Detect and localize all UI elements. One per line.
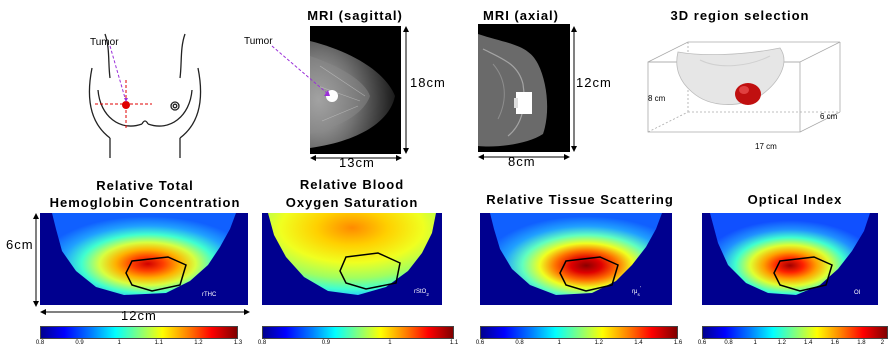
oi-tick: 1.4: [804, 340, 813, 346]
oi-inner-label: OI: [854, 290, 861, 296]
rsto2-colorbar: [262, 326, 454, 339]
rsto2-ticks: 0.8 0.9 1 1.1: [258, 340, 458, 350]
mri-sagittal-title: MRI (sagittal): [307, 8, 403, 23]
map-height-label: 6cm: [6, 237, 34, 252]
rthc-tick: 1.2: [194, 340, 203, 346]
rsto2-tick: 0.8: [257, 340, 267, 346]
svg-text:rμs': rμs': [632, 286, 641, 297]
rs-tick: 1.2: [594, 340, 603, 346]
tumor-label-illustration: Tumor: [90, 37, 119, 48]
rs-tick: 1: [557, 340, 561, 346]
rs-map: rμs': [480, 213, 672, 305]
region3d-right-label: 6 cm: [820, 112, 838, 121]
sagittal-height-label: 18cm: [410, 75, 446, 90]
region3d-bottom-label: 17 cm: [755, 142, 777, 151]
sagittal-width-arrow: [310, 155, 402, 161]
rthc-tick: 0.9: [75, 340, 84, 346]
rthc-tick: 0.8: [35, 340, 45, 346]
region3d-title: 3D region selection: [670, 8, 810, 23]
sagittal-width-label: 13cm: [339, 155, 375, 170]
oi-map: OI: [702, 213, 878, 305]
rthc-tick: 1: [117, 340, 121, 346]
rs-tick: 1.6: [673, 340, 683, 346]
map1-title-line2: Hemoglobin Concentration: [49, 195, 241, 210]
rsto2-inner-sub: 2: [426, 292, 429, 297]
map4-title: Optical Index: [747, 192, 843, 207]
breast-illustration: [80, 28, 210, 160]
rs-inner-sup: ': [640, 286, 641, 292]
tumor-arrow-sagittal: [271, 45, 330, 96]
map2-title-line2: Oxygen Saturation: [285, 195, 419, 210]
rsto2-map: rStO2: [262, 213, 442, 305]
rsto2-tick: 0.9: [321, 340, 331, 346]
rthc-tick: 1.1: [154, 340, 163, 346]
oi-colorbar: [702, 326, 888, 339]
oi-tick: 0.6: [697, 340, 707, 346]
rs-tick: 0.6: [475, 340, 485, 346]
oi-tick: 1.6: [830, 340, 839, 346]
axial-height-arrow: [571, 26, 577, 152]
rs-ticks: 0.6 0.8 1 1.2 1.4 1.6: [476, 340, 682, 350]
breast-outline-drawing: [88, 33, 202, 158]
oi-tick: 0.8: [724, 340, 733, 346]
axial-height-label: 12cm: [576, 75, 612, 90]
oi-tick: 2: [880, 340, 885, 346]
oi-tick: 1.2: [777, 340, 786, 346]
rs-inner-label: rμ: [632, 289, 638, 295]
map-height-arrow: [33, 213, 39, 307]
rsto2-tick: 1: [388, 340, 392, 346]
axial-width-label: 8cm: [508, 154, 536, 169]
rs-inner-sub: s: [637, 292, 640, 297]
rs-tick: 1.4: [634, 340, 643, 346]
oi-ticks: 0.6 0.8 1 1.2 1.4 1.6 1.8 2: [698, 340, 888, 350]
mri-sagittal-image: [310, 26, 401, 154]
oi-tick: 1.8: [857, 340, 866, 346]
mri-axial-image: [478, 24, 570, 152]
rthc-tick: 1.3: [233, 340, 243, 346]
axial-width-arrow: [478, 154, 570, 160]
sagittal-height-arrow: [403, 26, 409, 154]
oi-tick: 1: [753, 340, 757, 346]
map-width-label: 12cm: [121, 308, 157, 323]
rthc-map: rTHC: [40, 213, 248, 305]
map-width-arrow: [40, 309, 250, 315]
map3-title: Relative Tissue Scattering: [486, 192, 674, 207]
tumor-label-sagittal: Tumor: [244, 36, 273, 47]
region3d-box: [647, 41, 841, 133]
rs-tick: 0.8: [515, 340, 524, 346]
rthc-colorbar: [40, 326, 238, 339]
rthc-inner-label: rTHC: [202, 292, 217, 298]
svg-text:rStO2: rStO2: [414, 289, 429, 297]
rthc-ticks: 0.8 0.9 1 1.1 1.2 1.3: [36, 340, 242, 350]
rsto2-tick: 1.1: [449, 340, 459, 346]
rs-colorbar: [480, 326, 678, 339]
mri-axial-title: MRI (axial): [482, 8, 559, 23]
region3d-left-label: 8 cm: [648, 94, 666, 103]
rsto2-inner-label: rStO: [414, 289, 427, 295]
map1-title-line1: Relative Total: [96, 178, 194, 193]
map2-title-line1: Relative Blood: [299, 177, 405, 192]
